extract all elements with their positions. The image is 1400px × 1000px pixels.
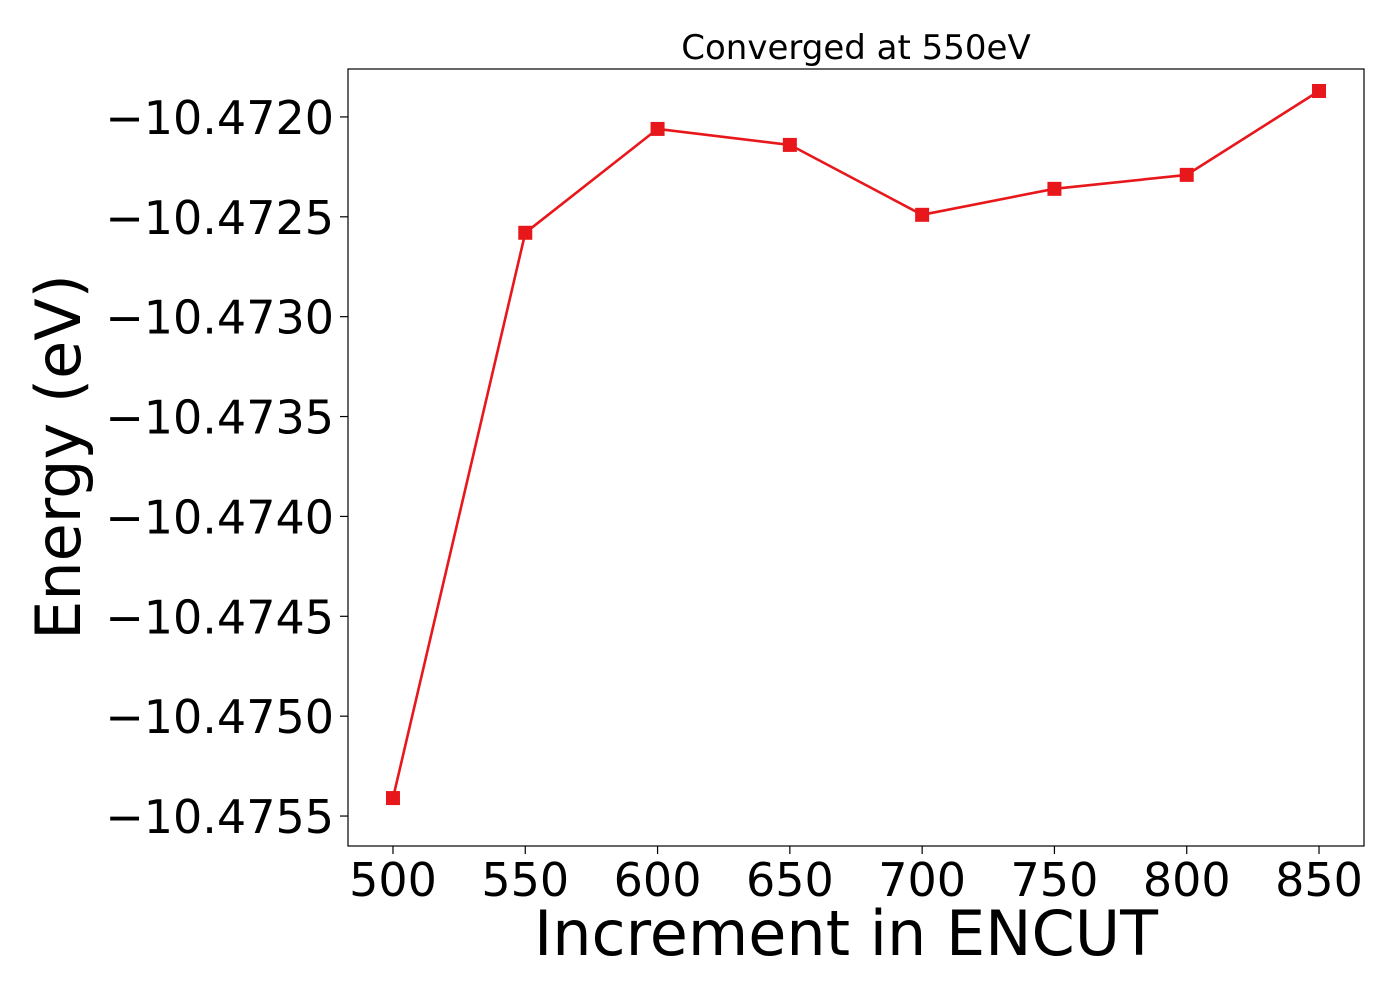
data-point-marker <box>1179 167 1194 182</box>
y-tick-label: −10.4755 <box>105 790 334 844</box>
series-line <box>391 89 1320 799</box>
y-tick-label: −10.4725 <box>105 191 334 245</box>
y-tick-label: −10.4745 <box>105 590 334 644</box>
plot-area <box>347 68 1365 847</box>
data-point-marker <box>1312 83 1327 98</box>
x-tick-label: 800 <box>1143 853 1231 907</box>
x-axis-ticks: 500 550 600 650 700 750 800 850 <box>349 846 1363 907</box>
data-point-marker <box>1047 181 1062 196</box>
y-tick-label: −10.4730 <box>105 291 334 345</box>
data-point-marker <box>782 137 797 152</box>
data-point-marker <box>518 225 533 240</box>
series-layer <box>385 83 1327 806</box>
x-tick-label: 550 <box>481 853 569 907</box>
y-tick-label: −10.4735 <box>105 391 334 445</box>
y-axis-label: Energy (eV) <box>22 274 95 640</box>
y-axis-ticks: −10.4755 −10.4750 −10.4745 −10.4740 −10.4735… <box>105 91 348 844</box>
x-tick-label: 500 <box>349 853 437 907</box>
data-point-marker <box>650 121 665 136</box>
data-point-marker <box>385 791 400 806</box>
x-tick-label: 650 <box>746 853 834 907</box>
y-tick-label: −10.4740 <box>105 490 334 544</box>
chart-title: Converged at 550eV <box>681 28 1030 68</box>
x-axis-label: Increment in ENCUT <box>534 897 1159 970</box>
y-tick-label: −10.4750 <box>105 690 334 744</box>
x-tick-label: 750 <box>1011 853 1099 907</box>
x-tick-label: 700 <box>878 853 966 907</box>
x-tick-label: 850 <box>1275 853 1363 907</box>
x-tick-label: 600 <box>614 853 702 907</box>
data-point-marker <box>915 207 930 222</box>
y-tick-label: −10.4720 <box>105 91 334 145</box>
